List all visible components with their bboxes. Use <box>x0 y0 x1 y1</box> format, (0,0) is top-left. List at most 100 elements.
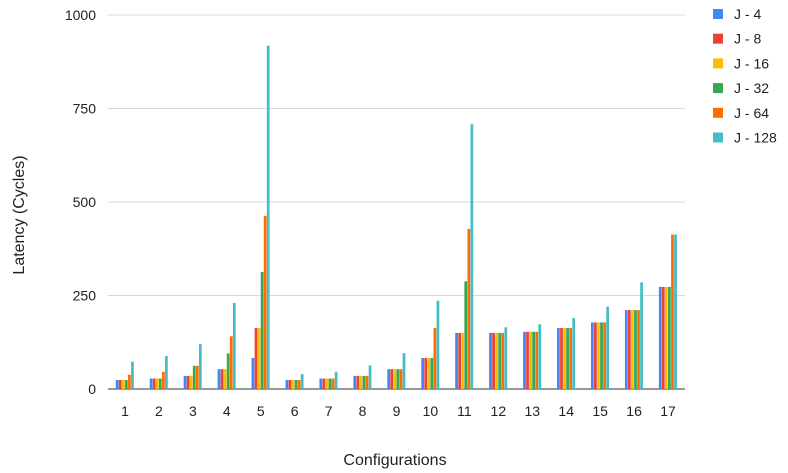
bar <box>325 378 329 389</box>
bar <box>458 332 462 389</box>
x-tick-label: 4 <box>223 403 231 419</box>
x-tick-label: 14 <box>558 403 574 419</box>
bar <box>470 124 474 390</box>
x-tick-label: 8 <box>359 403 367 419</box>
legend-label: J - 32 <box>734 80 769 96</box>
bar <box>433 328 437 389</box>
y-axis-title: Latency (Cycles) <box>11 155 28 274</box>
bar <box>557 328 560 389</box>
bar <box>226 353 230 389</box>
bar <box>266 45 270 390</box>
bar <box>229 336 233 389</box>
bar <box>671 234 674 389</box>
bar <box>529 331 532 389</box>
bar <box>192 365 196 389</box>
bar <box>498 332 502 389</box>
y-tick-label: 250 <box>73 288 97 304</box>
y-tick-label: 1000 <box>65 7 96 23</box>
bar <box>674 234 677 389</box>
legend-swatch <box>713 132 723 143</box>
legend-swatch <box>713 58 723 69</box>
bar <box>661 286 665 389</box>
bar <box>387 369 391 389</box>
y-axis: 0 250 500 750 1000 <box>65 7 96 397</box>
bar <box>300 374 304 389</box>
bar <box>393 369 397 389</box>
x-tick-label: 17 <box>660 403 676 419</box>
bar <box>291 380 295 389</box>
bar <box>492 332 495 389</box>
bar <box>165 356 168 389</box>
bar <box>217 369 221 389</box>
bar <box>560 328 563 389</box>
legend-label: J - 4 <box>734 6 761 22</box>
bar <box>254 328 258 389</box>
bar <box>359 375 363 389</box>
y-tick-label: 750 <box>73 101 97 117</box>
bar <box>402 353 406 389</box>
bar <box>606 306 610 389</box>
bar <box>424 357 428 389</box>
bar <box>220 369 224 389</box>
bar <box>526 331 529 389</box>
bar <box>603 322 606 389</box>
bar <box>563 328 566 389</box>
legend-swatch <box>713 9 723 19</box>
legend-swatch <box>713 107 723 118</box>
bar <box>118 380 122 389</box>
bar <box>257 328 261 389</box>
bar <box>538 324 542 389</box>
bar <box>149 378 153 389</box>
bar <box>461 332 465 389</box>
bar <box>131 361 134 389</box>
legend-label: J - 64 <box>734 105 769 121</box>
x-tick-label: 9 <box>393 403 401 419</box>
bar <box>572 317 576 389</box>
bar <box>328 378 332 389</box>
bar <box>189 375 193 389</box>
bar <box>161 371 165 389</box>
bar <box>195 365 199 389</box>
bar <box>128 374 131 389</box>
bar <box>597 322 600 389</box>
bar <box>198 344 202 389</box>
bar <box>569 328 573 389</box>
bar <box>430 357 434 389</box>
x-axis-title: Configurations <box>343 452 446 469</box>
bar <box>260 271 264 389</box>
gridlines <box>108 14 685 390</box>
bar <box>353 375 357 389</box>
x-tick-label: 2 <box>155 403 163 419</box>
bar <box>658 286 662 389</box>
bar <box>232 302 236 389</box>
legend-label: J - 16 <box>734 55 769 71</box>
bar <box>455 332 458 389</box>
bar <box>390 369 394 389</box>
bar <box>399 369 403 389</box>
bar <box>121 380 125 389</box>
bar <box>368 365 372 389</box>
x-tick-label: 13 <box>524 403 540 419</box>
bars <box>115 45 677 390</box>
y-tick-label: 0 <box>88 381 96 397</box>
bar <box>356 375 360 389</box>
x-tick-label: 15 <box>592 403 608 419</box>
bar <box>158 378 162 389</box>
bar <box>566 328 569 389</box>
bar <box>223 369 227 389</box>
x-tick-label: 1 <box>121 403 129 419</box>
bar <box>640 282 643 389</box>
bar <box>288 380 292 389</box>
x-tick-label: 5 <box>257 403 265 419</box>
bar <box>436 300 440 389</box>
bar <box>334 371 338 389</box>
bar <box>600 322 603 389</box>
bar <box>590 322 594 389</box>
bar <box>504 327 508 389</box>
bar <box>319 378 323 389</box>
x-axis: 1 2 3 4 5 6 7 8 9 10 11 12 13 14 15 16 17 <box>121 403 676 419</box>
bar <box>263 215 267 389</box>
bar <box>634 310 637 389</box>
bar <box>627 310 631 389</box>
